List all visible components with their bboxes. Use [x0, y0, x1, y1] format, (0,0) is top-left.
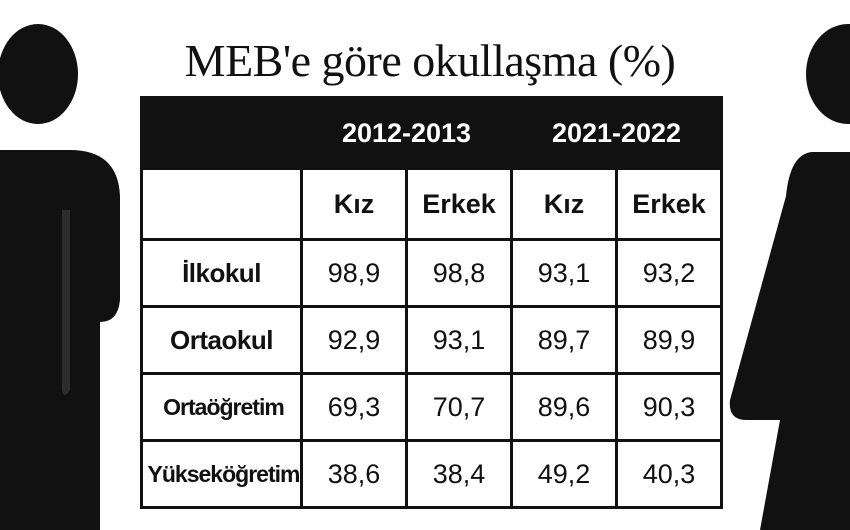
value-cell: 92,9 — [300, 305, 408, 375]
gender-header-row: Kız Erkek Kız Erkek — [140, 167, 723, 241]
value-cell: 98,8 — [405, 238, 513, 308]
period-header-2012-2013: 2012-2013 — [300, 96, 513, 170]
schooling-table: 2012-2013 2021-2022 Kız Erkek Kız Erkek … — [140, 96, 723, 509]
table-row: Ortaokul 92,9 93,1 89,7 89,9 — [140, 305, 723, 375]
value-cell: 93,2 — [615, 238, 723, 308]
column-header: Kız — [300, 167, 408, 241]
value-cell: 40,3 — [615, 439, 723, 509]
value-cell: 89,9 — [615, 305, 723, 375]
value-cell: 38,4 — [405, 439, 513, 509]
period-header-row: 2012-2013 2021-2022 — [140, 96, 723, 170]
row-label: İlkokul — [140, 238, 303, 308]
value-cell: 89,6 — [510, 372, 618, 442]
value-cell: 70,7 — [405, 372, 513, 442]
period-header-2021-2022: 2021-2022 — [510, 96, 723, 170]
row-label: Ortaokul — [140, 305, 303, 375]
value-cell: 49,2 — [510, 439, 618, 509]
value-cell: 93,1 — [510, 238, 618, 308]
value-cell: 69,3 — [300, 372, 408, 442]
column-header: Erkek — [405, 167, 513, 241]
table-title: MEB'e göre okullaşma (%) — [184, 35, 676, 86]
table-row: Ortaöğretim 69,3 70,7 89,6 90,3 — [140, 372, 723, 442]
table-row: Yükseköğretim 38,6 38,4 49,2 40,3 — [140, 439, 723, 509]
male-figure-icon — [0, 24, 120, 530]
corner-cell — [140, 96, 303, 170]
value-cell: 98,9 — [300, 238, 408, 308]
female-figure-icon — [729, 24, 850, 530]
row-label: Yükseköğretim — [140, 439, 303, 509]
value-cell: 38,6 — [300, 439, 408, 509]
column-header: Erkek — [615, 167, 723, 241]
row-label: Ortaöğretim — [140, 372, 303, 442]
blank-header-cell — [140, 167, 303, 241]
table-row: İlkokul 98,9 98,8 93,1 93,2 — [140, 238, 723, 308]
value-cell: 93,1 — [405, 305, 513, 375]
column-header: Kız — [510, 167, 618, 241]
value-cell: 89,7 — [510, 305, 618, 375]
value-cell: 90,3 — [615, 372, 723, 442]
